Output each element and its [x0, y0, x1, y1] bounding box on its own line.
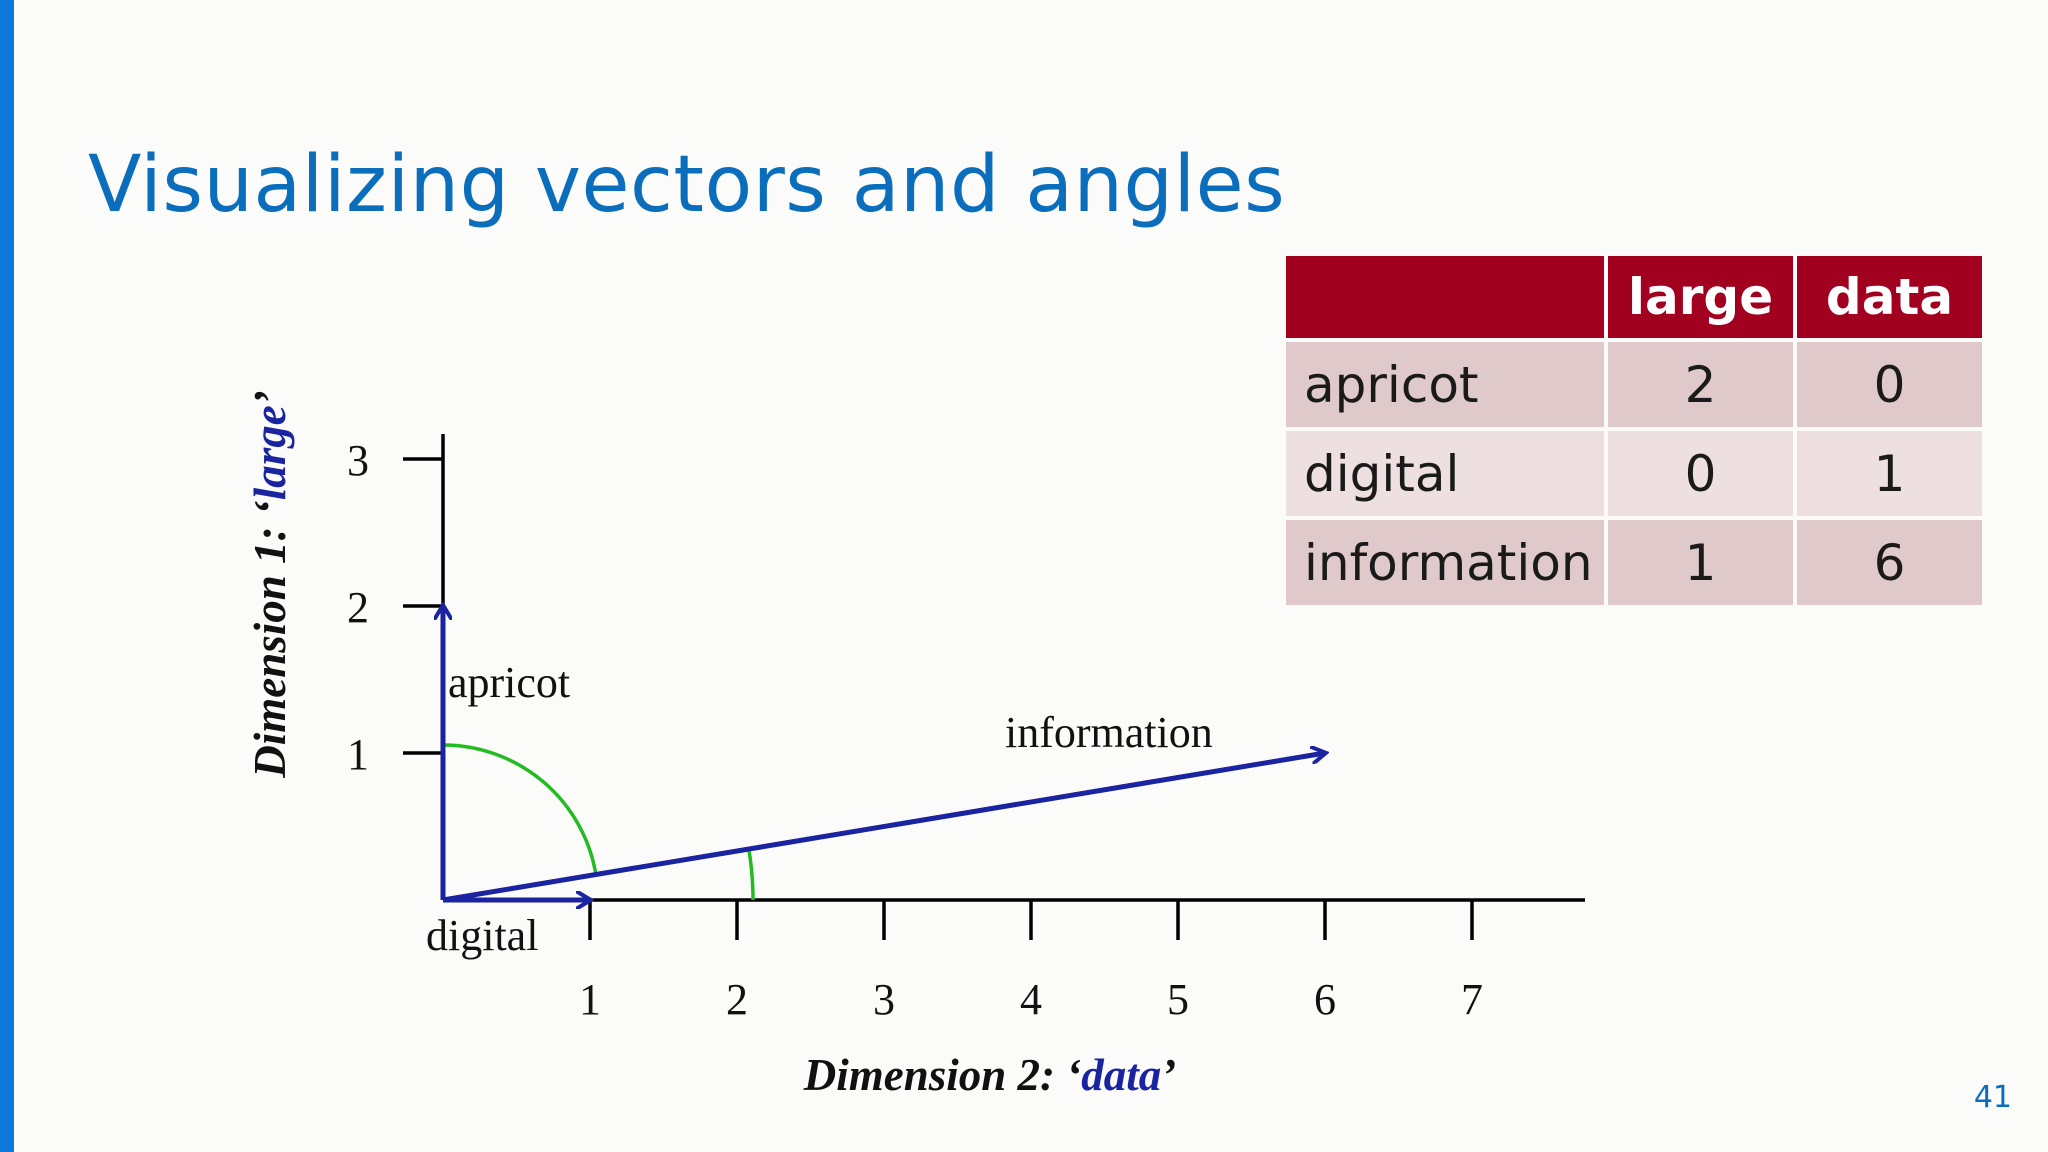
y-axis-ticks: 1 2 3 [347, 436, 443, 779]
x-axis-ticks: 1 2 3 4 5 6 7 [579, 900, 1483, 1024]
x-tick-label: 1 [579, 975, 601, 1024]
slide-title: Visualizing vectors and angles [88, 140, 1286, 230]
x-tick-label: 4 [1020, 975, 1042, 1024]
table-cell-word: apricot [1286, 342, 1604, 427]
table-header-row: large data [1286, 256, 1982, 338]
vector-arrows [443, 606, 1325, 900]
table-cell-data: 0 [1797, 342, 1982, 427]
table-cell-large: 1 [1608, 520, 1793, 605]
table-cell-large: 0 [1608, 431, 1793, 516]
vector-label-digital: digital [426, 911, 538, 960]
table-row: digital 0 1 [1286, 431, 1982, 516]
accent-bar [0, 0, 14, 1152]
x-tick-label: 7 [1461, 975, 1483, 1024]
x-axis-title: Dimension 2: ‘data’ [803, 1050, 1177, 1100]
vector-label-information: information [1005, 708, 1213, 757]
slide-number: 41 [1973, 1080, 2012, 1115]
table-cell-data: 1 [1797, 431, 1982, 516]
x-tick-label: 2 [726, 975, 748, 1024]
table-header-large: large [1608, 256, 1793, 338]
table-cell-large: 2 [1608, 342, 1793, 427]
table-cell-data: 6 [1797, 520, 1982, 605]
y-axis-title: Dimension 1: ‘large’ [245, 390, 295, 779]
x-tick-label: 6 [1314, 975, 1336, 1024]
x-tick-label: 3 [873, 975, 895, 1024]
table-cell-word: digital [1286, 431, 1604, 516]
x-tick-label: 5 [1167, 975, 1189, 1024]
vector-information [442, 753, 1325, 903]
table-header-blank [1286, 256, 1604, 338]
y-tick-label: 3 [347, 436, 369, 485]
table-row: apricot 2 0 [1286, 342, 1982, 427]
angle-arc-digital-information [747, 848, 755, 901]
table-header-data: data [1797, 256, 1982, 338]
vector-label-apricot: apricot [448, 658, 570, 707]
y-tick-label: 1 [347, 730, 369, 779]
y-tick-label: 2 [347, 583, 369, 632]
angle-arc-apricot-information [442, 743, 598, 875]
table-cell-word: information [1286, 520, 1604, 605]
vector-table: large data apricot 2 0 digital 0 1 infor… [1282, 252, 1986, 609]
table-row: information 1 6 [1286, 520, 1982, 605]
